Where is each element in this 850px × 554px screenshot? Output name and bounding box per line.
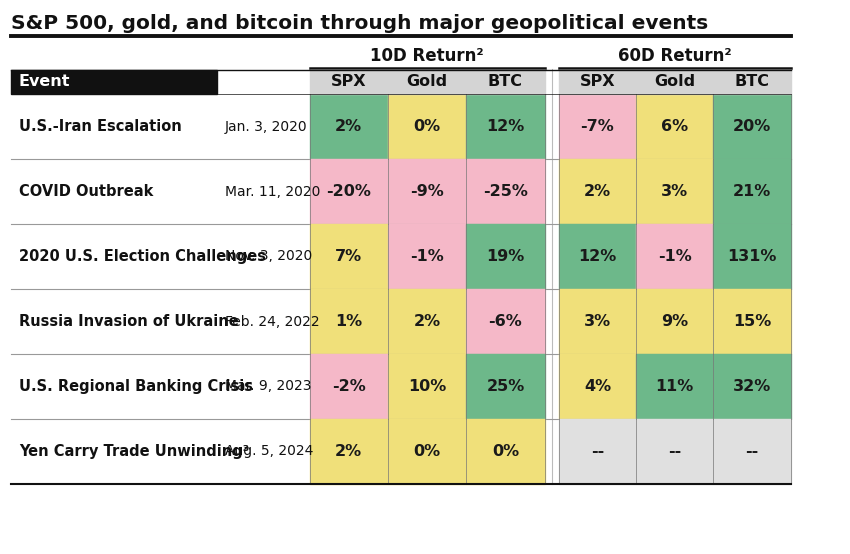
Bar [309, 289, 388, 354]
Text: 25%: 25% [486, 379, 524, 394]
Bar [636, 159, 713, 224]
Text: 15%: 15% [733, 314, 771, 329]
Bar [558, 70, 790, 94]
Text: -2%: -2% [332, 379, 366, 394]
Bar [309, 94, 388, 159]
Text: Event: Event [19, 74, 71, 90]
Bar [558, 224, 636, 289]
Text: -1%: -1% [411, 249, 444, 264]
Bar [636, 224, 713, 289]
Text: 32%: 32% [733, 379, 771, 394]
Bar [388, 419, 466, 484]
Text: U.S.-Iran Escalation: U.S.-Iran Escalation [19, 119, 182, 134]
Text: 2020 U.S. Election Challenges: 2020 U.S. Election Challenges [19, 249, 266, 264]
Text: -6%: -6% [489, 314, 522, 329]
Bar [558, 94, 636, 159]
Text: Gold: Gold [654, 74, 695, 90]
Text: 12%: 12% [578, 249, 616, 264]
Text: 60D Return²: 60D Return² [618, 47, 732, 65]
Text: Gold: Gold [406, 74, 448, 90]
Text: 12%: 12% [486, 119, 524, 134]
Text: BTC: BTC [488, 74, 523, 90]
Bar [636, 94, 713, 159]
Bar [636, 419, 713, 484]
Bar [713, 224, 790, 289]
Bar [309, 159, 388, 224]
Bar [713, 159, 790, 224]
Text: 2%: 2% [413, 314, 440, 329]
Text: 4%: 4% [584, 379, 611, 394]
Text: Date¹: Date¹ [224, 74, 275, 90]
Text: 19%: 19% [486, 249, 524, 264]
Text: S&P 500, gold, and bitcoin through major geopolitical events: S&P 500, gold, and bitcoin through major… [11, 14, 709, 33]
Text: -1%: -1% [658, 249, 692, 264]
Bar [558, 289, 636, 354]
Text: BTC: BTC [734, 74, 770, 90]
Bar [388, 159, 466, 224]
Text: 21%: 21% [733, 184, 771, 199]
Text: 0%: 0% [492, 444, 519, 459]
Bar [466, 94, 545, 159]
Bar [466, 289, 545, 354]
Bar [558, 419, 636, 484]
Text: 0%: 0% [413, 444, 440, 459]
Bar [713, 289, 790, 354]
Text: -9%: -9% [411, 184, 444, 199]
Text: 6%: 6% [661, 119, 689, 134]
Text: 0%: 0% [413, 119, 440, 134]
Text: -7%: -7% [581, 119, 615, 134]
Text: 2%: 2% [335, 444, 362, 459]
Bar [388, 94, 466, 159]
Text: 131%: 131% [728, 249, 777, 264]
Text: Feb. 24, 2022: Feb. 24, 2022 [224, 315, 320, 329]
Text: COVID Outbreak: COVID Outbreak [19, 184, 153, 199]
Text: 20%: 20% [733, 119, 771, 134]
Bar [636, 354, 713, 419]
Text: 7%: 7% [335, 249, 362, 264]
Bar [466, 224, 545, 289]
Bar [713, 419, 790, 484]
Text: Jan. 3, 2020: Jan. 3, 2020 [224, 120, 307, 134]
Bar [309, 70, 545, 94]
Bar [713, 94, 790, 159]
Bar [466, 419, 545, 484]
Text: 9%: 9% [661, 314, 689, 329]
Text: Mar. 11, 2020: Mar. 11, 2020 [224, 184, 320, 198]
Text: --: -- [745, 444, 759, 459]
Bar [466, 354, 545, 419]
Text: Nov. 3, 2020: Nov. 3, 2020 [224, 249, 312, 264]
Text: SPX: SPX [331, 74, 366, 90]
Bar [388, 289, 466, 354]
Text: 2%: 2% [584, 184, 611, 199]
Text: 10%: 10% [408, 379, 446, 394]
Text: Aug. 5, 2024: Aug. 5, 2024 [224, 444, 313, 459]
Bar [636, 289, 713, 354]
Text: --: -- [591, 444, 604, 459]
Text: 11%: 11% [655, 379, 694, 394]
Text: 3%: 3% [584, 314, 611, 329]
Text: 1%: 1% [335, 314, 362, 329]
Bar [558, 159, 636, 224]
Text: Mar. 9, 2023: Mar. 9, 2023 [224, 379, 311, 393]
Bar [309, 224, 388, 289]
Bar [713, 354, 790, 419]
Text: 2%: 2% [335, 119, 362, 134]
Text: Russia Invasion of Ukraine: Russia Invasion of Ukraine [19, 314, 239, 329]
Bar [466, 159, 545, 224]
Bar [558, 354, 636, 419]
Bar [309, 419, 388, 484]
Text: --: -- [668, 444, 682, 459]
Text: SPX: SPX [580, 74, 615, 90]
Bar [11, 70, 217, 94]
Text: Yen Carry Trade Unwinding³: Yen Carry Trade Unwinding³ [19, 444, 249, 459]
Bar [388, 354, 466, 419]
Text: -20%: -20% [326, 184, 371, 199]
Bar [388, 224, 466, 289]
Text: U.S. Regional Banking Crisis: U.S. Regional Banking Crisis [19, 379, 253, 394]
Text: 3%: 3% [661, 184, 689, 199]
Text: 10D Return²: 10D Return² [371, 47, 484, 65]
Text: -25%: -25% [483, 184, 528, 199]
Bar [309, 354, 388, 419]
